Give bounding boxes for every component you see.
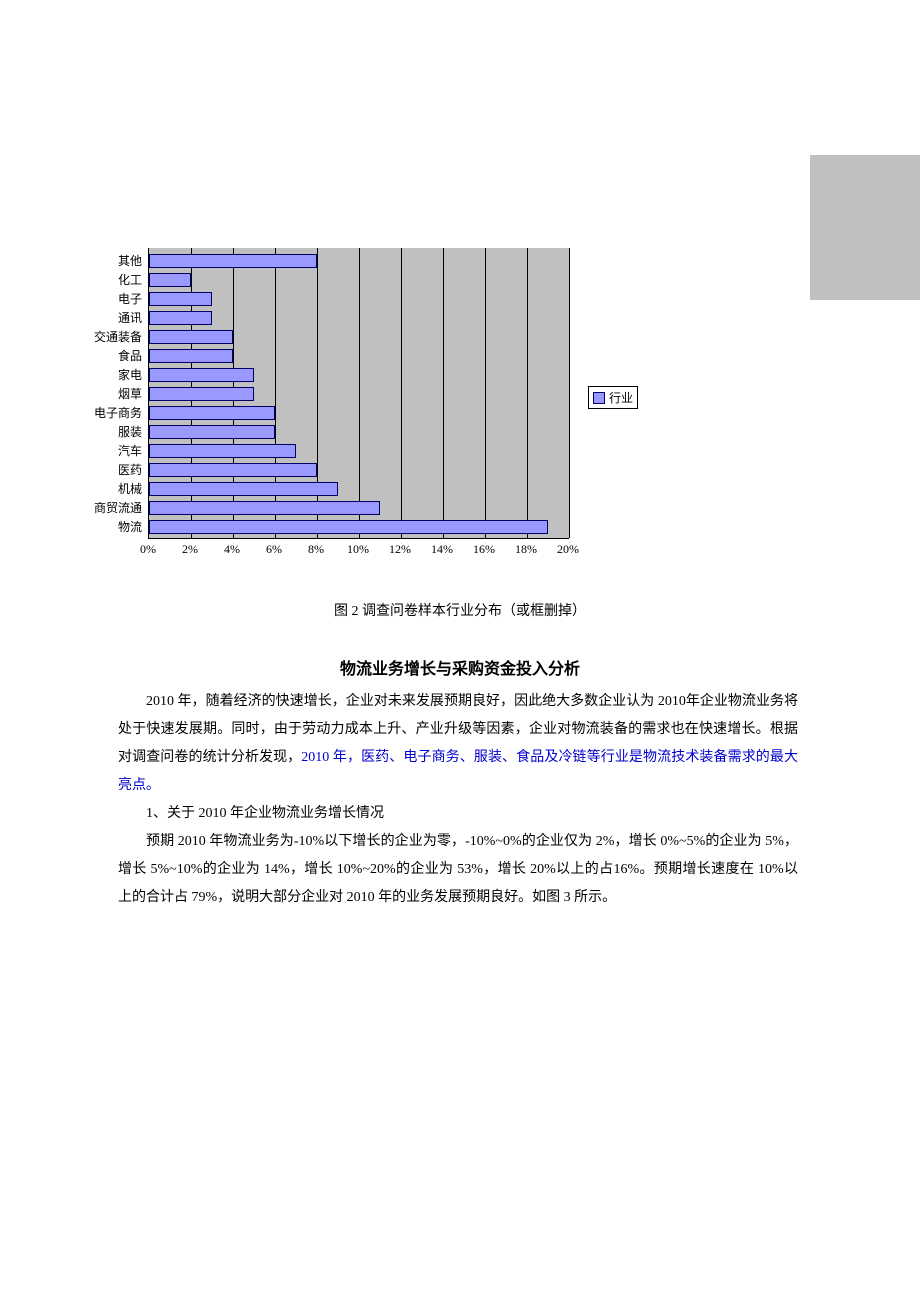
y-axis-category-label: 交通装备 [82,330,142,344]
chart-bar [149,311,212,325]
chart-bar [149,520,548,534]
x-axis-tick-label: 10% [343,542,373,557]
chart-legend: 行业 [588,386,638,409]
y-axis-category-label: 通讯 [82,311,142,325]
y-axis-category-label: 医药 [82,463,142,477]
gridline [401,248,402,538]
chart-bar [149,406,275,420]
y-axis-category-label: 化工 [82,273,142,287]
x-axis-tick-label: 18% [511,542,541,557]
x-axis-tick-label: 16% [469,542,499,557]
y-axis-category-label: 烟草 [82,387,142,401]
x-axis-tick-label: 2% [175,542,205,557]
chart-bar [149,501,380,515]
gridline [569,248,570,538]
chart-plot-area [148,248,569,539]
chart-bar [149,482,338,496]
gridline [359,248,360,538]
chart-bar [149,273,191,287]
gridline [485,248,486,538]
chart-bar [149,349,233,363]
chart-bar [149,444,296,458]
y-axis-category-label: 电子 [82,292,142,306]
y-axis-category-label: 电子商务 [82,406,142,420]
y-axis-category-label: 服装 [82,425,142,439]
chart-bar [149,254,317,268]
x-axis-tick-label: 0% [133,542,163,557]
section-heading: 物流业务增长与采购资金投入分析 [0,655,920,679]
gridline [527,248,528,538]
document-page: 行业 0% 2% 4% 6% 8% 10% 12% 14% 16% 18% 20% 其他化工电子通讯交… [0,0,920,1302]
paragraph-2: 1、关于 2010 年企业物流业务增长情况 [118,800,798,828]
chart-bar [149,292,212,306]
legend-label: 行业 [609,389,633,406]
chart-bar [149,387,254,401]
x-axis-tick-label: 12% [385,542,415,557]
chart-bar [149,425,275,439]
y-axis-category-label: 商贸流通 [82,501,142,515]
sidebar-gray-block [810,155,920,300]
chart-bar [149,330,233,344]
x-axis-tick-label: 4% [217,542,247,557]
y-axis-category-label: 汽车 [82,444,142,458]
y-axis-category-label: 机械 [82,482,142,496]
x-axis-tick-label: 20% [553,542,583,557]
x-axis-tick-label: 6% [259,542,289,557]
chart-bar [149,368,254,382]
body-text: 2010 年，随着经济的快速增长，企业对未来发展预期良好，因此绝大多数企业认为 … [118,688,798,912]
paragraph-1: 2010 年，随着经济的快速增长，企业对未来发展预期良好，因此绝大多数企业认为 … [118,688,798,800]
x-axis-tick-label: 8% [301,542,331,557]
y-axis-category-label: 食品 [82,349,142,363]
chart-caption: 图 2 调查问卷样本行业分布（或框删掉） [0,600,920,620]
x-axis-tick-label: 14% [427,542,457,557]
industry-distribution-chart: 行业 0%2%4%6%8%10%12%14%16%18%20%其他化工电子通讯交… [88,240,658,570]
y-axis-category-label: 物流 [82,520,142,534]
y-axis-category-label: 其他 [82,254,142,268]
paragraph-3: 预期 2010 年物流业务为-10%以下增长的企业为零，-10%~0%的企业仅为… [118,828,798,912]
chart-bar [149,463,317,477]
gridline [443,248,444,538]
legend-swatch [593,392,605,404]
y-axis-category-label: 家电 [82,368,142,382]
